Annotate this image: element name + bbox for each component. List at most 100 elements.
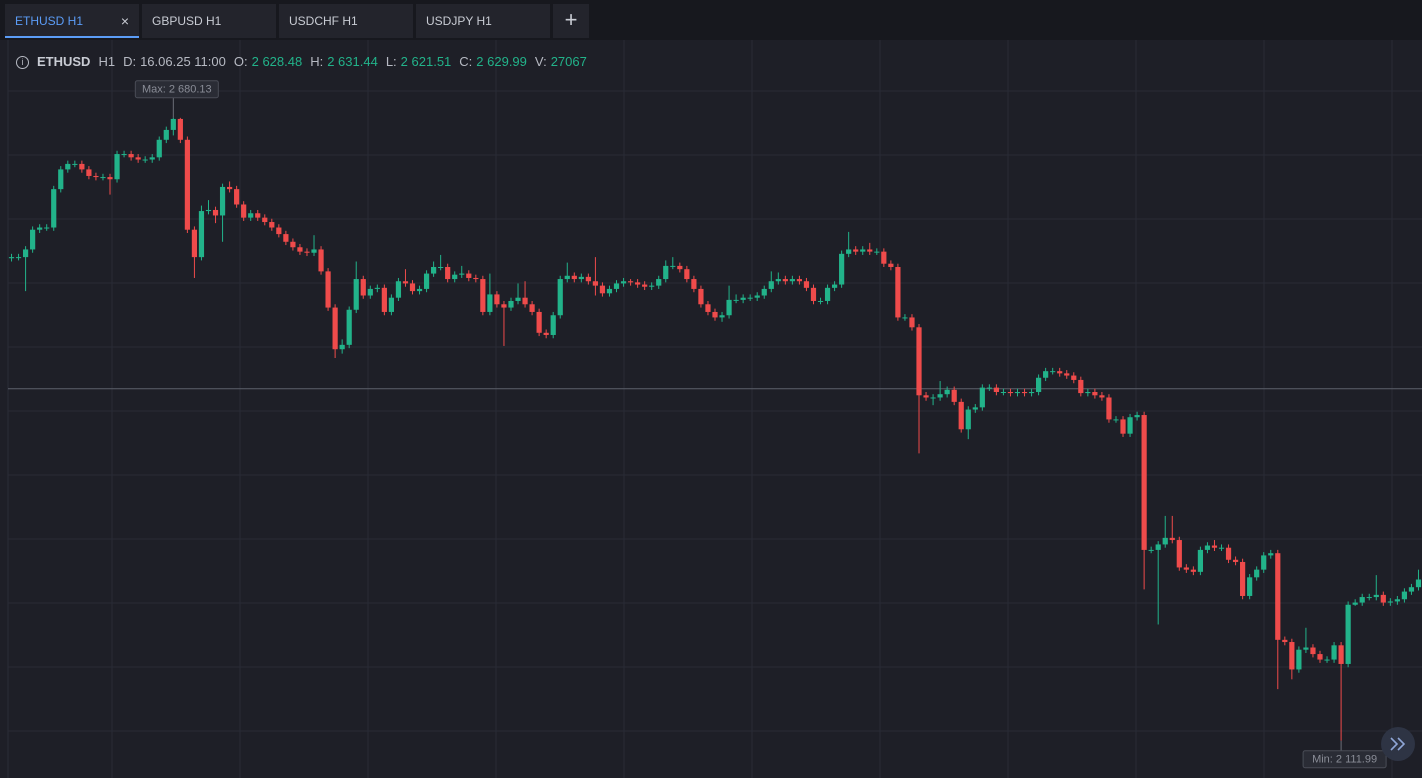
candle-body: [1254, 569, 1260, 578]
candle-body: [1113, 419, 1119, 421]
candle-body: [1289, 642, 1295, 670]
tab[interactable]: GBPUSD H1: [142, 4, 276, 38]
candle-body: [72, 163, 78, 165]
candle-body: [1225, 547, 1232, 560]
candle-body: [803, 281, 810, 288]
tab[interactable]: USDCHF H1: [279, 4, 413, 38]
candle-body: [585, 276, 591, 282]
candle-body: [388, 297, 394, 312]
candle-body: [311, 249, 317, 253]
symbol: ETHUSD: [37, 54, 91, 69]
min-box: [1302, 750, 1387, 769]
candle-body: [135, 157, 141, 160]
candle-body: [255, 213, 261, 218]
candle-body: [578, 276, 584, 280]
field-value: 2 621.51: [400, 54, 452, 69]
add-tab[interactable]: +: [553, 4, 589, 38]
tab-label[interactable]: ETHUSD H1: [15, 14, 84, 28]
candle-body: [733, 299, 739, 301]
candle-body: [726, 299, 732, 316]
scroll-button[interactable]: [1381, 727, 1415, 761]
candle-body: [571, 275, 577, 280]
candle-body: [212, 209, 219, 216]
candle-body: [318, 249, 324, 272]
candle-body: [1021, 392, 1028, 394]
candle-body: [522, 297, 528, 305]
candle-body: [360, 279, 366, 296]
tab-label[interactable]: GBPUSD H1: [152, 14, 222, 28]
candle-body: [656, 279, 662, 286]
candle-body: [691, 279, 697, 289]
candle-body: [1000, 392, 1007, 394]
tab-label[interactable]: USDJPY H1: [426, 14, 492, 28]
candle-body: [824, 287, 831, 301]
candle-body: [445, 266, 451, 280]
candle-body: [501, 304, 507, 308]
candle-body: [283, 234, 289, 242]
candle-body: [972, 407, 978, 410]
candle-body: [937, 394, 943, 398]
candle-body: [114, 154, 120, 180]
candle-body: [1141, 415, 1147, 550]
candle-body: [191, 229, 198, 258]
candle-body: [1204, 545, 1211, 550]
info-icon: i: [16, 56, 29, 69]
field-label: O:: [233, 54, 248, 69]
scroll-icon[interactable]: [1390, 737, 1406, 751]
candle-body: [1282, 639, 1288, 643]
candle-body: [1106, 397, 1112, 420]
candle-body: [796, 279, 803, 282]
field-value: 27067: [550, 54, 587, 69]
candle-body: [1303, 647, 1309, 650]
candle-body: [986, 387, 992, 389]
candle-body: [740, 297, 746, 300]
candle-body: [1148, 549, 1154, 551]
candle-body: [226, 186, 233, 190]
tab[interactable]: ETHUSD H1 ×: [5, 4, 139, 38]
candle-body: [1366, 597, 1372, 599]
candle-body: [262, 217, 268, 223]
tab-close[interactable]: ×: [120, 13, 129, 29]
candle-body: [51, 189, 57, 228]
candle-body: [712, 311, 718, 318]
field-value: 2 631.44: [327, 54, 378, 69]
candle-body: [487, 294, 493, 312]
min-marker: Min: 2 111.99: [1302, 740, 1387, 769]
candle-body: [761, 288, 767, 296]
max-box: [134, 80, 219, 99]
candle-body: [1099, 395, 1105, 398]
candle-body: [909, 317, 915, 328]
tab[interactable]: USDJPY H1: [416, 4, 550, 38]
candle-body: [128, 154, 134, 158]
candle-body: [416, 288, 423, 292]
candle-body: [698, 288, 704, 305]
candle-body: [1169, 537, 1175, 541]
candle-body: [1162, 537, 1168, 545]
candle-body: [1085, 392, 1091, 394]
candle-body: [339, 344, 345, 350]
candle-body: [846, 249, 852, 254]
candle-body: [44, 227, 50, 229]
candle-body: [1007, 392, 1014, 394]
candle-body: [65, 163, 71, 170]
candle-body: [1050, 371, 1056, 373]
candle-body: [290, 241, 296, 248]
candle-body: [304, 251, 310, 253]
candle-body: [423, 273, 430, 289]
candle-body: [402, 281, 409, 284]
candle-body: [1176, 540, 1182, 568]
candle-body: [86, 169, 92, 176]
candle-body: [248, 213, 254, 218]
tab-label[interactable]: USDCHF H1: [289, 14, 358, 28]
candle-body: [37, 227, 43, 230]
candle-body: [930, 397, 936, 399]
candle-body: [719, 315, 725, 318]
candle-body: [1127, 417, 1133, 434]
candle-body: [409, 283, 416, 292]
candle-body: [1387, 601, 1393, 603]
candle-body: [564, 275, 570, 280]
candle-body: [642, 284, 648, 287]
candle-body: [670, 265, 676, 267]
candle-body: [1043, 371, 1049, 378]
